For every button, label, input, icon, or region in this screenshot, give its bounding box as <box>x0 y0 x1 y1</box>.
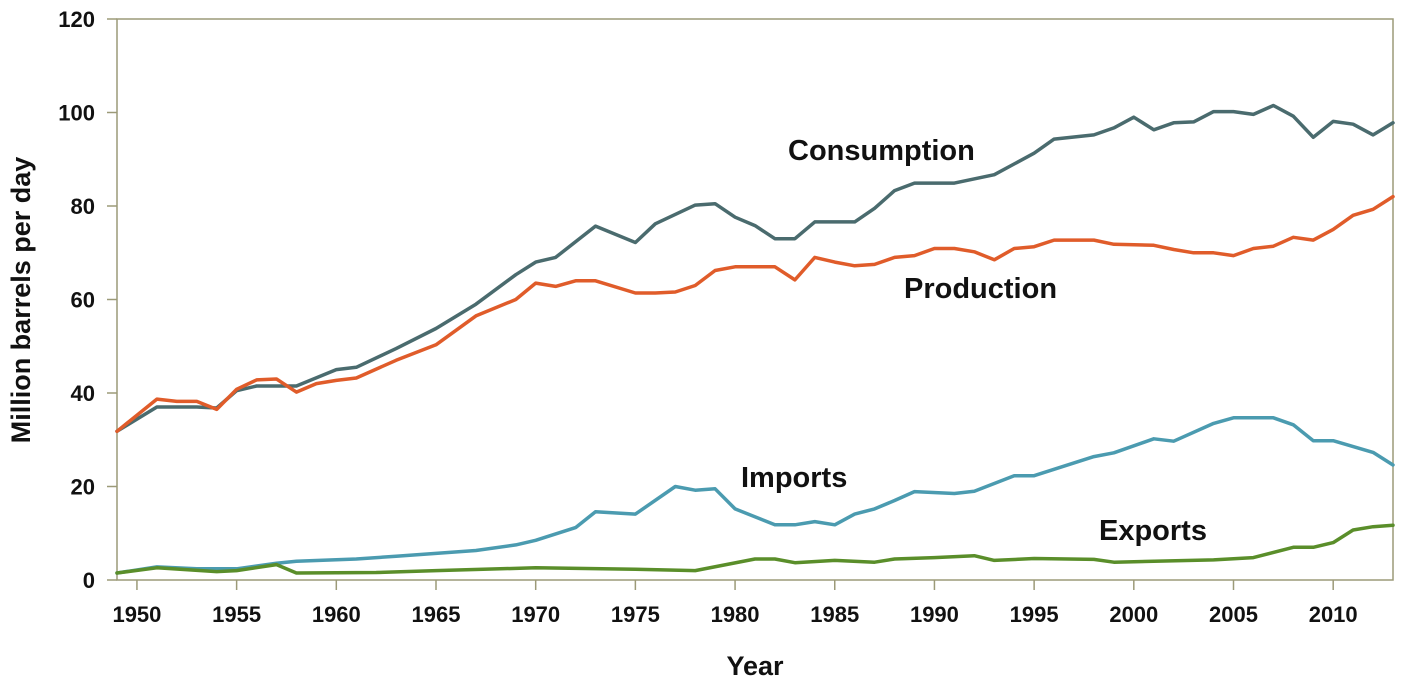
x-tick-label: 1975 <box>611 602 660 627</box>
x-axis-title: Year <box>726 651 784 681</box>
series-label-exports: Exports <box>1099 515 1207 547</box>
x-tick-label: 1970 <box>511 602 560 627</box>
x-axis: 1950 1955 1960 1965 1970 1975 1980 1985 1990 1995… <box>112 580 1358 627</box>
series-line-exports <box>115 523 1395 575</box>
series-line-imports <box>115 416 1395 575</box>
x-tick-label: 1980 <box>711 602 760 627</box>
x-tick-label: 1960 <box>312 602 361 627</box>
series-label-production: Production <box>904 273 1057 305</box>
y-tick-label: 120 <box>58 7 95 32</box>
y-tick-label: 0 <box>83 568 95 593</box>
series-line-production <box>115 194 1395 434</box>
series-label-imports: Imports <box>741 462 847 494</box>
y-tick-label: 100 <box>58 101 95 126</box>
series-label-consumption: Consumption <box>788 135 975 167</box>
y-axis-title: Million barrels per day <box>6 157 36 444</box>
x-tick-label: 1995 <box>1010 602 1059 627</box>
x-tick-label: 2010 <box>1309 602 1358 627</box>
y-tick-label: 40 <box>71 381 95 406</box>
y-tick-label: 20 <box>71 475 95 500</box>
y-tick-label: 80 <box>71 194 95 219</box>
x-tick-label: 1990 <box>910 602 959 627</box>
x-tick-label: 1985 <box>810 602 859 627</box>
series-lines <box>115 103 1395 575</box>
y-tick-label: 60 <box>71 288 95 313</box>
x-tick-label: 2005 <box>1209 602 1258 627</box>
series-line-consumption <box>115 103 1395 434</box>
x-tick-label: 1965 <box>412 602 461 627</box>
x-tick-label: 1955 <box>212 602 261 627</box>
x-tick-label: 1950 <box>112 602 161 627</box>
plot-frame <box>116 18 1394 581</box>
y-axis: 0 20 40 60 80 100 120 <box>58 7 117 593</box>
x-tick-label: 2000 <box>1109 602 1158 627</box>
